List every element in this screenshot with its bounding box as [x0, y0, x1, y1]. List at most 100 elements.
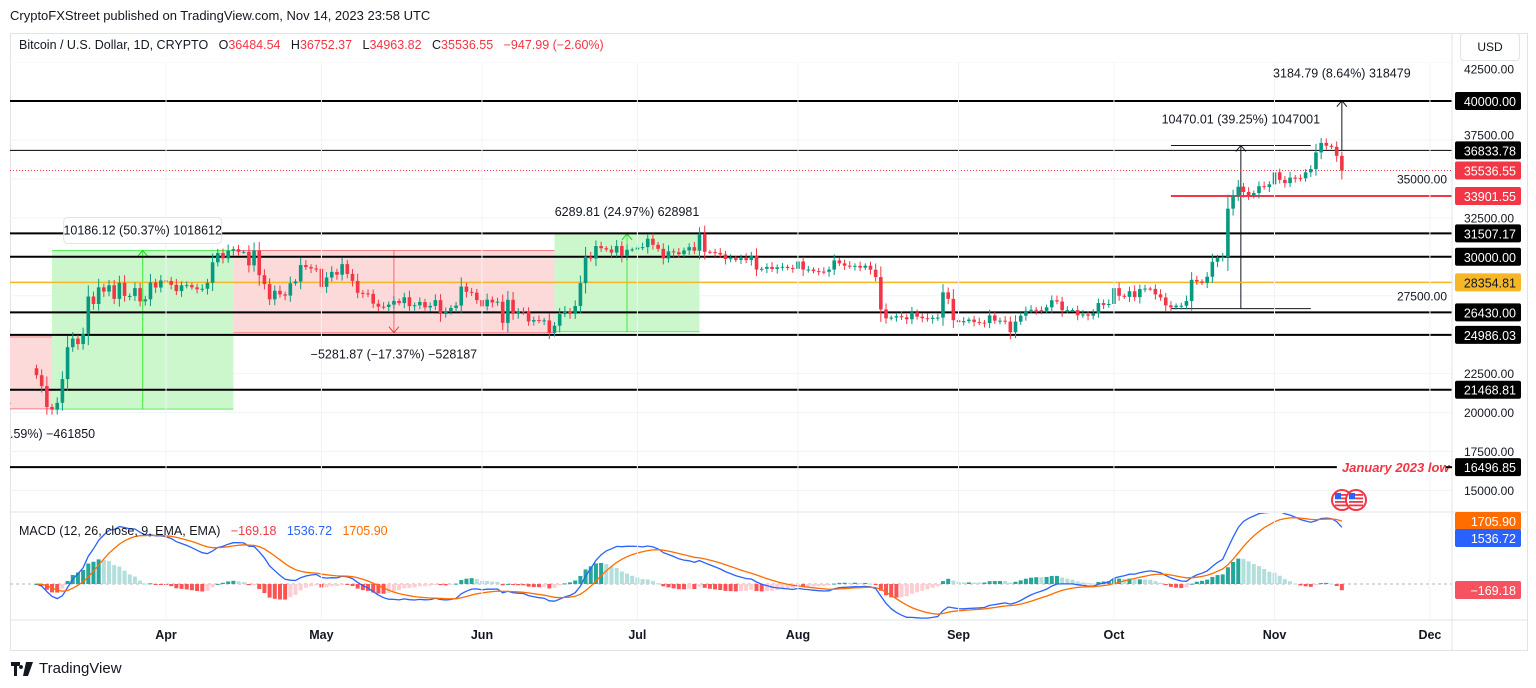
macd-histogram-bar — [837, 582, 842, 584]
candle-body — [599, 246, 603, 249]
candle — [1018, 312, 1023, 325]
candle — [837, 257, 842, 266]
candle-body — [547, 320, 552, 333]
macd-histogram-bar — [738, 584, 743, 592]
macd-histogram-bar — [1044, 576, 1049, 584]
candle — [1158, 289, 1163, 301]
x-tick-label: Jun — [471, 628, 493, 642]
macd-histogram-bar — [692, 584, 697, 590]
candle-body — [692, 247, 697, 251]
candle-body — [102, 287, 106, 292]
candle-body — [355, 280, 360, 293]
macd-histogram-bar — [531, 584, 536, 588]
candle-body — [827, 269, 831, 272]
change-value: −947.99 (−2.60%) — [503, 38, 604, 52]
macd-title[interactable]: MACD (12, 26, close, 9, EMA, EMA) — [19, 524, 221, 538]
macd-histogram-bar — [785, 584, 790, 589]
macd-histogram-bar — [930, 584, 935, 588]
candle — [81, 327, 85, 350]
candle — [143, 295, 148, 306]
candle-body — [936, 317, 940, 319]
macd-badge — [1455, 581, 1521, 599]
candle-body — [324, 277, 329, 287]
candle-body — [941, 292, 945, 318]
candle-body — [718, 252, 723, 255]
tradingview-logo[interactable]: TradingView — [11, 660, 122, 677]
macd-histogram-bar — [402, 584, 407, 589]
candle — [682, 247, 686, 257]
candle — [1106, 299, 1111, 308]
candle-body — [1070, 310, 1075, 312]
candle-body — [1127, 291, 1132, 297]
candle — [490, 296, 495, 308]
candle-body — [526, 311, 531, 322]
symbol-name[interactable]: Bitcoin / U.S. Dollar, 1D, CRYPTO — [19, 38, 209, 52]
measure-label: 6289.81 (24.97%) 628981 — [555, 205, 700, 219]
candle-body — [1257, 186, 1261, 194]
macd-histogram-bar — [687, 584, 692, 589]
macd-histogram-bar — [593, 563, 598, 584]
candle — [1174, 303, 1178, 310]
candle — [702, 225, 707, 260]
candle — [692, 241, 697, 255]
candle-body — [412, 305, 417, 307]
macd-histogram-bar — [935, 584, 940, 587]
macd-histogram-bar — [547, 584, 552, 589]
candle-body — [542, 320, 546, 322]
candle — [1210, 253, 1215, 283]
macd-histogram-bar — [619, 571, 624, 584]
candle — [1277, 168, 1282, 184]
macd-histogram-bar — [220, 582, 225, 584]
candle — [1329, 143, 1334, 149]
flag-canton — [1349, 493, 1355, 499]
x-tick-label: Dec — [1418, 628, 1441, 642]
candle-body — [993, 315, 997, 321]
candle-body — [1293, 177, 1298, 179]
candle-body — [702, 233, 707, 252]
macd-histogram-bar — [60, 584, 65, 589]
candle — [195, 283, 199, 294]
macd-histogram-bar — [1091, 583, 1096, 585]
candle-body — [55, 402, 60, 410]
candle — [677, 248, 681, 258]
x-tick-label: Jul — [628, 628, 646, 642]
candle-body — [816, 271, 821, 273]
candle-body — [1065, 310, 1070, 312]
candle-body — [1008, 321, 1013, 333]
candle-body — [568, 311, 572, 314]
candle-body — [1096, 303, 1101, 314]
candle-body — [645, 238, 650, 248]
candle-body — [1262, 186, 1266, 188]
macd-histogram-bar — [578, 575, 583, 584]
macd-histogram-bar — [495, 581, 500, 584]
macd-histogram-bar — [511, 584, 516, 586]
candle-body — [34, 368, 39, 376]
candle-body — [45, 386, 49, 407]
candle-body — [371, 293, 375, 304]
currency-button[interactable]: USD — [1460, 33, 1520, 61]
candle — [386, 301, 391, 312]
macd-histogram-bar — [75, 572, 80, 584]
candle — [495, 297, 500, 306]
macd-histogram-bar — [1200, 580, 1204, 584]
macd-histogram-bar — [443, 584, 448, 586]
candle-body — [1319, 142, 1323, 153]
candle-body — [1288, 177, 1292, 184]
candle-body — [910, 312, 914, 320]
candle — [899, 311, 904, 321]
candle — [397, 298, 401, 306]
macd-histogram-bar — [210, 584, 215, 588]
macd-histogram-bar — [1298, 584, 1303, 586]
candle-body — [1241, 186, 1246, 192]
macd-histogram-bar — [992, 581, 997, 584]
macd-histogram-bar — [417, 584, 422, 587]
candle — [578, 275, 583, 314]
y-tick-label: 15000.00 — [1464, 484, 1514, 498]
macd-histogram-bar — [340, 584, 345, 585]
candle-body — [76, 338, 80, 345]
price-badge-label: 21468.81 — [1464, 384, 1516, 398]
macd-histogram-bar — [972, 582, 977, 584]
macd-histogram-bar — [1023, 578, 1028, 584]
candle-body — [500, 301, 505, 323]
